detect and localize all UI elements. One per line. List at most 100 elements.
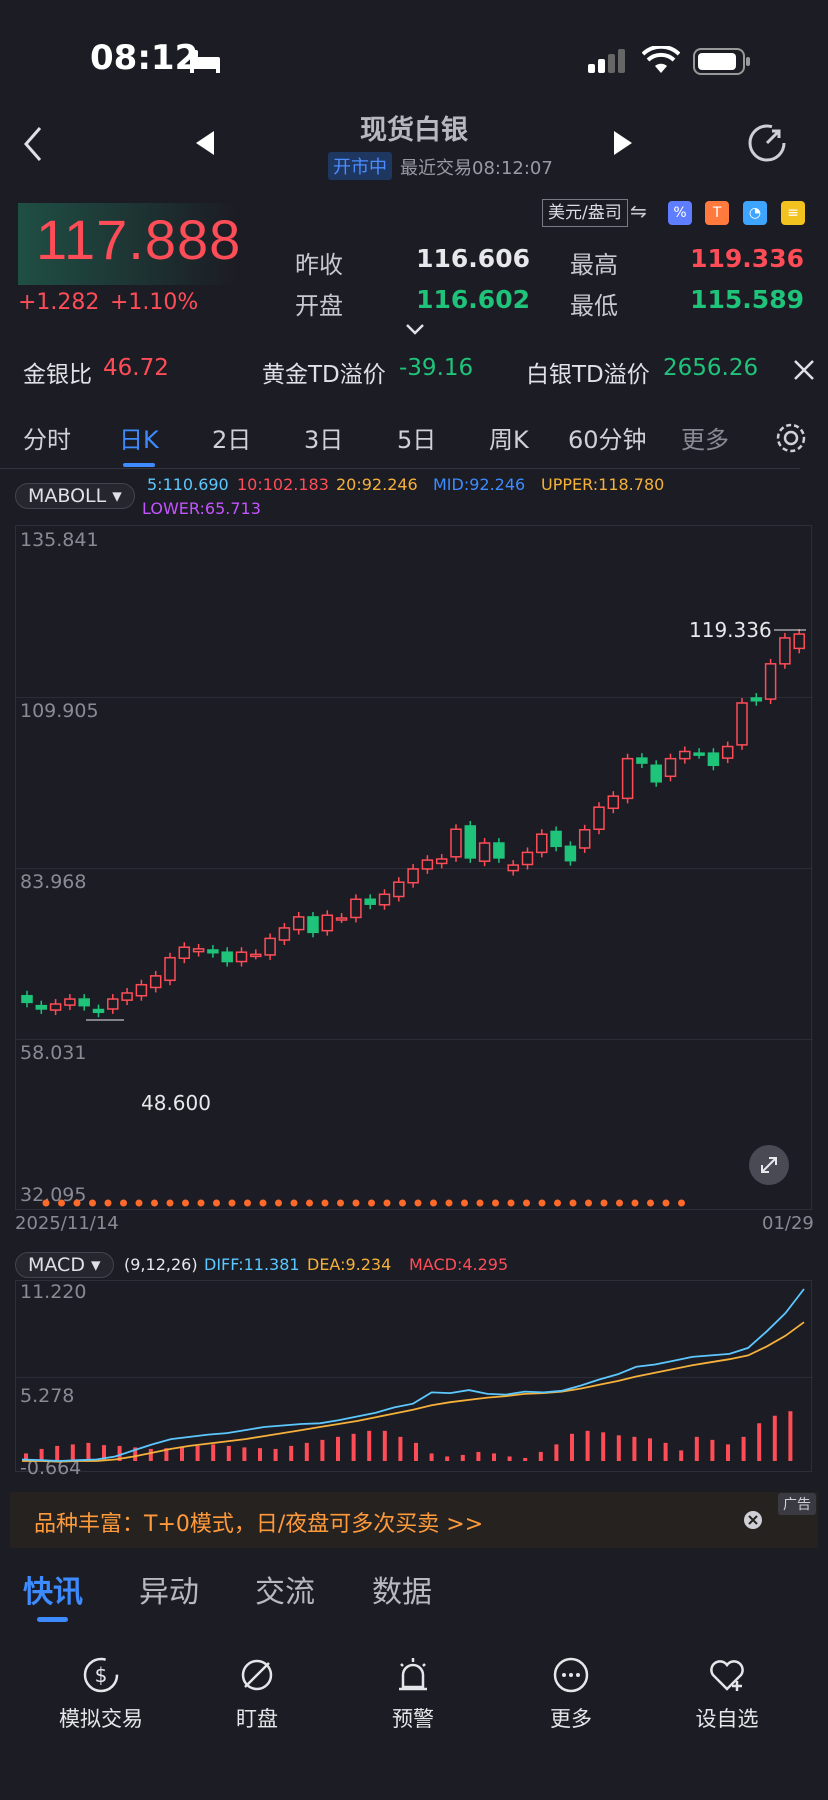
refresh-icon[interactable] <box>746 122 788 164</box>
macd-bar <box>86 1442 91 1461</box>
candle-body <box>149 975 162 989</box>
candle-body <box>164 956 176 982</box>
signal-icon <box>588 49 625 73</box>
marker-tool-icon[interactable]: T <box>705 201 729 225</box>
ad-close-icon[interactable] <box>743 1510 763 1530</box>
percent-tool-icon[interactable]: % <box>668 201 692 225</box>
macd-chart[interactable]: 11.220 5.278 -0.664 <box>15 1280 813 1479</box>
candle-body <box>664 757 677 778</box>
pie-tool-icon[interactable]: ◔ <box>743 201 767 225</box>
y-axis-label: 32.095 <box>20 1184 87 1206</box>
upper-value: UPPER:118.780 <box>541 475 665 494</box>
add-watchlist-button[interactable]: 设自选 <box>662 1655 792 1733</box>
macd-bar <box>148 1448 153 1461</box>
gold-silver-label: 金银比 <box>23 362 92 388</box>
macd-y-label: 5.278 <box>20 1385 75 1407</box>
unit-selector[interactable]: 美元/盎司 <box>542 199 628 227</box>
settings-gear-icon[interactable] <box>774 421 808 455</box>
signal-dot <box>445 1199 453 1207</box>
price-change-pct: +1.10% <box>110 290 199 315</box>
tab-intraday[interactable]: 分时 <box>23 426 71 454</box>
main-indicator-selector[interactable]: MABOLL ▾ <box>15 483 135 509</box>
candle-body <box>779 637 791 665</box>
signal-dot <box>569 1199 577 1207</box>
gold-td-label: 黄金TD溢价 <box>262 362 386 388</box>
tab-60-minute[interactable]: 60分钟 <box>568 426 647 454</box>
tab-daily-k[interactable]: 日K <box>119 426 159 454</box>
candle-body <box>521 851 534 866</box>
macd-bar <box>492 1453 496 1461</box>
note-tool-icon[interactable]: ≡ <box>781 201 805 225</box>
candle-body <box>507 864 519 872</box>
signal-dot <box>58 1199 65 1207</box>
tab-discussion[interactable]: 交流 <box>255 1575 315 1610</box>
macd-bar <box>226 1445 231 1461</box>
more-icon <box>553 1657 589 1693</box>
tab-data[interactable]: 数据 <box>372 1575 432 1610</box>
macd-bar <box>710 1439 715 1461</box>
macd-bar <box>180 1447 184 1461</box>
macd-bar <box>585 1430 590 1461</box>
fullscreen-button[interactable] <box>749 1145 789 1185</box>
prev-instrument-icon[interactable] <box>192 128 218 158</box>
swap-unit-icon[interactable]: ⇋ <box>630 199 647 223</box>
more-button[interactable]: 更多 <box>506 1655 636 1733</box>
signal-dot <box>600 1199 608 1207</box>
candle-body <box>593 806 605 830</box>
signal-dot <box>135 1199 143 1207</box>
signal-dot <box>538 1199 546 1207</box>
macd-dea: DEA:9.234 <box>307 1255 392 1274</box>
next-instrument-icon[interactable] <box>610 128 636 158</box>
sim-trade-button[interactable]: $ 模拟交易 <box>36 1655 166 1733</box>
candle-body <box>178 946 191 959</box>
main-indicator-name: MABOLL <box>28 485 107 507</box>
tab-flash-news[interactable]: 快讯 <box>23 1575 83 1610</box>
watch-button[interactable]: 盯盘 <box>192 1655 322 1733</box>
tab-weekly-k[interactable]: 周K <box>489 426 529 454</box>
back-icon[interactable] <box>20 124 46 164</box>
signal-dot <box>290 1199 298 1207</box>
ad-text[interactable]: 品种丰富：T+0模式，日/夜盘可多次买卖 >> <box>34 1512 484 1537</box>
svg-text:$: $ <box>95 1663 108 1687</box>
prev-close-value: 116.606 <box>416 244 530 273</box>
y-axis-label: 58.031 <box>20 1042 87 1064</box>
macd-bar <box>39 1448 44 1461</box>
y-axis-label: 109.905 <box>20 700 99 722</box>
candle-body <box>321 914 334 932</box>
macd-bar <box>242 1447 247 1461</box>
tab-more[interactable]: 更多 <box>681 426 729 454</box>
macd-bar <box>429 1453 434 1461</box>
close-icon[interactable] <box>792 358 816 382</box>
expand-quote-icon[interactable] <box>404 322 426 336</box>
candlestick-chart[interactable]: 135.841 109.905 83.968 58.031 32.095 119… <box>15 525 813 1210</box>
candle-body <box>235 951 248 963</box>
macd-bar <box>102 1445 106 1461</box>
alert-button[interactable]: 预警 <box>348 1655 478 1733</box>
ad-banner[interactable] <box>10 1492 818 1548</box>
tab-5-day[interactable]: 5日 <box>397 426 437 454</box>
candle-body <box>393 881 405 898</box>
candle-body <box>750 697 763 702</box>
sub-indicator-name: MACD <box>28 1254 85 1276</box>
macd-bar <box>726 1444 730 1461</box>
add-watchlist-label: 设自选 <box>695 1707 759 1731</box>
signal-dot <box>662 1199 670 1207</box>
tab-2-day[interactable]: 2日 <box>212 426 252 454</box>
max-price-marker: 119.336 <box>689 618 772 642</box>
macd-bar <box>289 1445 294 1461</box>
signal-dot <box>104 1199 112 1207</box>
candle-body <box>478 842 491 862</box>
macd-bar <box>414 1442 418 1461</box>
macd-bar <box>55 1445 60 1461</box>
tab-3-day[interactable]: 3日 <box>304 426 344 454</box>
macd-bar <box>117 1445 122 1461</box>
sub-indicator-selector[interactable]: MACD ▾ <box>15 1252 114 1278</box>
macd-bar <box>320 1439 325 1461</box>
candle-body <box>578 829 591 849</box>
tab-movement[interactable]: 异动 <box>139 1575 199 1610</box>
signal-dot <box>507 1199 515 1207</box>
signal-dot <box>89 1199 96 1207</box>
candle-body <box>21 994 33 1004</box>
last-trade-time: 最近交易08:12:07 <box>400 158 553 179</box>
candle-body <box>450 828 462 858</box>
